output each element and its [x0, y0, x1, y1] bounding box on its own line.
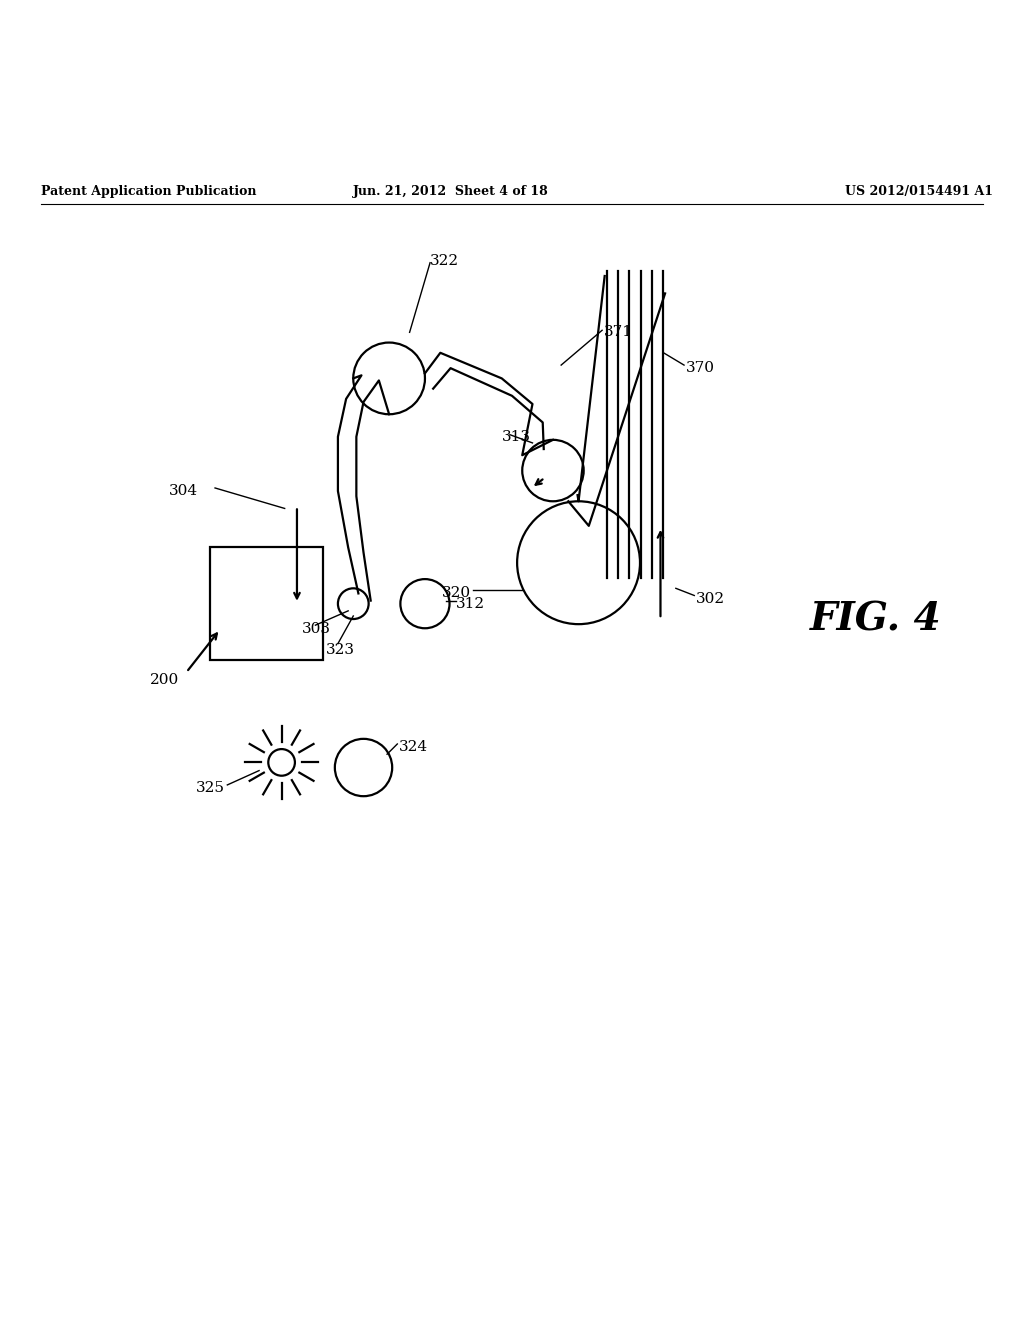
- Text: 322: 322: [430, 253, 459, 268]
- Bar: [210, 548, 323, 660]
- Text: Jun. 21, 2012  Sheet 4 of 18: Jun. 21, 2012 Sheet 4 of 18: [352, 185, 549, 198]
- Text: 303: 303: [302, 622, 331, 636]
- Text: 371: 371: [604, 325, 633, 339]
- Text: 323: 323: [326, 643, 354, 657]
- Text: FIG. 4: FIG. 4: [810, 601, 941, 638]
- Text: 302: 302: [696, 591, 725, 606]
- Text: 200: 200: [150, 673, 179, 688]
- Text: 324: 324: [399, 741, 428, 754]
- Text: 370: 370: [686, 362, 715, 375]
- Text: 313: 313: [502, 430, 530, 444]
- Text: 304: 304: [169, 484, 198, 498]
- Text: 320: 320: [442, 586, 471, 601]
- Text: Patent Application Publication: Patent Application Publication: [41, 185, 256, 198]
- Text: 312: 312: [456, 597, 484, 611]
- Text: 325: 325: [197, 781, 225, 795]
- Text: US 2012/0154491 A1: US 2012/0154491 A1: [845, 185, 993, 198]
